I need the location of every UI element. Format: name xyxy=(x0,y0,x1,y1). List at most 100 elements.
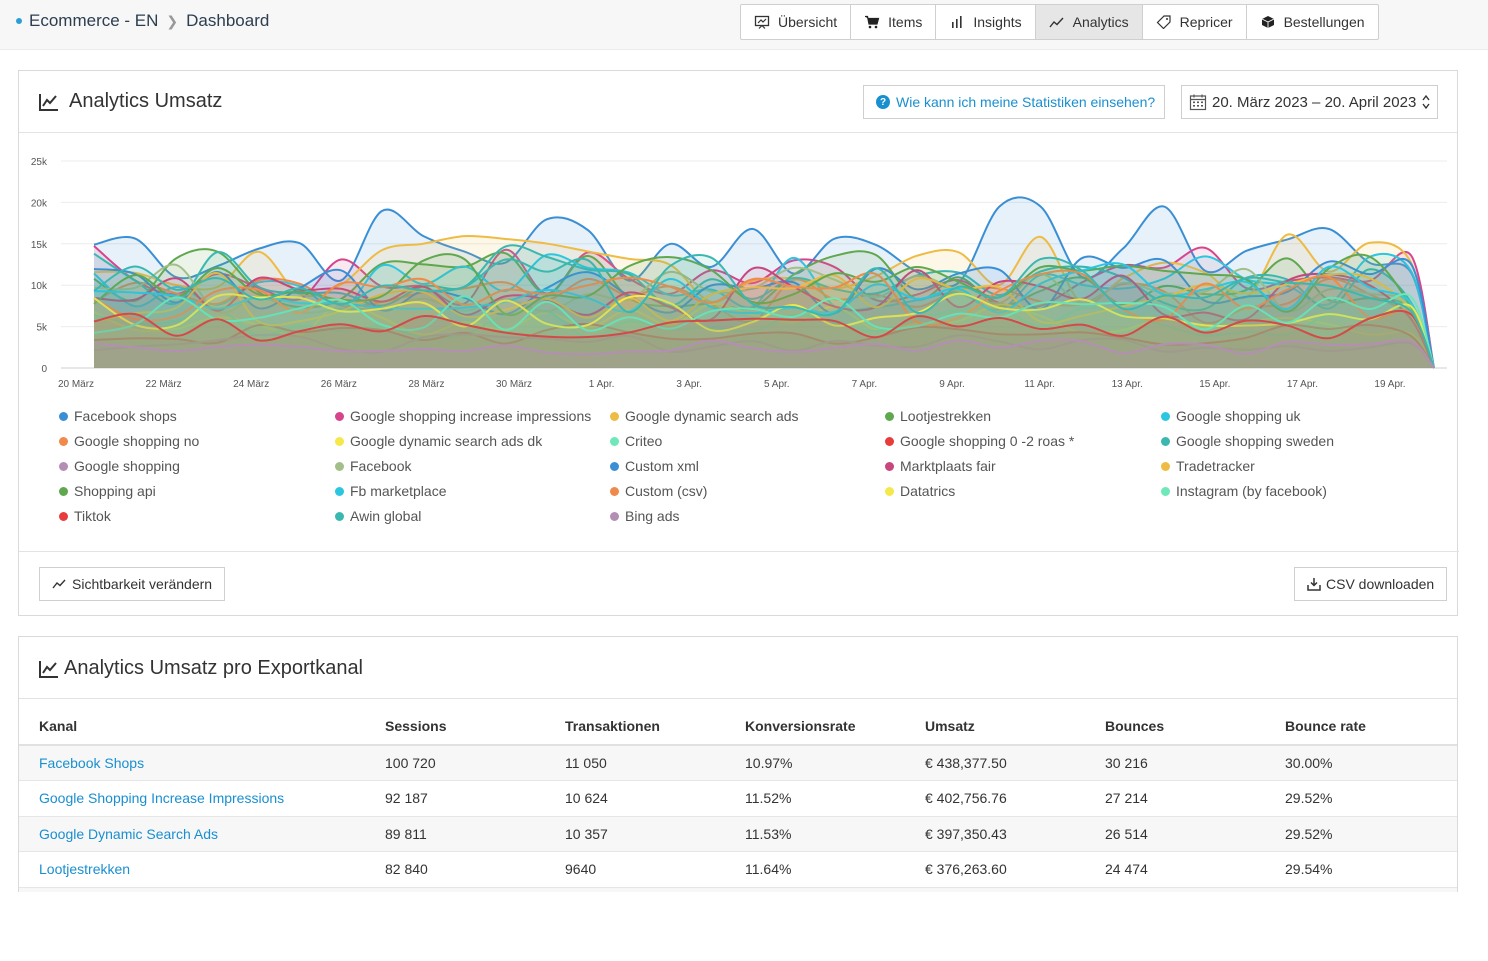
series-line[interactable] xyxy=(93,323,1435,369)
main-nav: Übersicht Items Insights Analytics Repri… xyxy=(740,4,1379,40)
legend-label: Facebook shops xyxy=(74,408,177,424)
table-cell: 100 720 xyxy=(385,745,565,781)
nav-repricer[interactable]: Repricer xyxy=(1143,5,1247,39)
x-tick-label: 7 Apr. xyxy=(852,379,878,390)
date-range-picker[interactable]: 20. März 2023 – 20. April 2023 xyxy=(1181,85,1438,119)
y-tick-label: 15k xyxy=(31,240,48,251)
legend-item[interactable]: Google shopping increase impressions xyxy=(335,408,591,424)
x-tick-label: 17 Apr. xyxy=(1287,379,1318,390)
series-line[interactable] xyxy=(93,338,1435,369)
column-header[interactable]: Kanal xyxy=(19,699,385,746)
legend-item[interactable]: Shopping api xyxy=(59,483,156,499)
series-line[interactable] xyxy=(93,333,1435,369)
table-cell: 92 187 xyxy=(385,780,565,817)
help-statistics-button[interactable]: ? Wie kann ich meine Statistiken einsehe… xyxy=(863,85,1165,119)
series-area xyxy=(94,245,1434,368)
series-line[interactable] xyxy=(93,244,1435,369)
legend-item[interactable]: Bing ads xyxy=(610,508,679,524)
column-header[interactable]: Konversionsrate xyxy=(745,699,925,746)
help-statistics-label: Wie kann ich meine Statistiken einsehen? xyxy=(896,94,1156,110)
legend-label: Google shopping 0 -2 roas * xyxy=(900,433,1075,449)
column-header[interactable]: Umsatz xyxy=(925,699,1105,746)
nav-label: Insights xyxy=(973,14,1022,30)
legend-item[interactable]: Google shopping xyxy=(59,458,180,474)
channel-link[interactable]: Google Shopping Increase Impressions xyxy=(39,790,285,807)
legend-item[interactable]: Google dynamic search ads dk xyxy=(335,433,542,449)
legend-label: Google shopping xyxy=(74,458,180,474)
legend-item[interactable]: Custom xml xyxy=(610,458,699,474)
legend-swatch-icon xyxy=(885,486,894,496)
nav-label: Repricer xyxy=(1179,14,1233,30)
table-cell: 89 811 xyxy=(385,816,565,852)
series-line[interactable] xyxy=(93,266,1435,369)
channel-link[interactable]: Facebook Shops xyxy=(39,755,145,771)
x-tick-label: 20 März xyxy=(58,379,94,390)
csv-download-button[interactable]: CSV downloaden xyxy=(1294,567,1448,601)
series-line[interactable] xyxy=(93,309,1435,369)
legend-item[interactable]: Lootjestrekken xyxy=(885,408,991,424)
x-tick-label: 5 Apr. xyxy=(764,379,790,390)
legend-label: Marktplaats fair xyxy=(900,458,996,474)
channel-link[interactable]: Lootjestrekken xyxy=(39,861,131,878)
legend-label: Lootjestrekken xyxy=(900,408,992,424)
area-chart-icon xyxy=(39,93,58,111)
nav-insights[interactable]: Insights xyxy=(936,5,1036,39)
nav-items[interactable]: Items xyxy=(851,5,937,39)
series-line[interactable] xyxy=(93,269,1435,369)
nav-uebersicht[interactable]: Übersicht xyxy=(741,5,852,39)
column-header[interactable]: Sessions xyxy=(385,699,565,746)
table-cell: 10.97% xyxy=(745,745,925,781)
chevron-right-icon: ❯ xyxy=(166,12,179,29)
column-header[interactable]: Bounce rate xyxy=(1285,699,1457,746)
x-tick-label: 13 Apr. xyxy=(1112,379,1143,390)
legend-swatch-icon xyxy=(610,411,619,421)
table-cell: 10 624 xyxy=(565,780,745,817)
table-cell xyxy=(1285,887,1457,892)
legend-item[interactable]: Facebook xyxy=(335,458,411,474)
legend-label: Shopping api xyxy=(74,483,156,499)
legend-item[interactable]: Custom (csv) xyxy=(610,483,707,499)
breadcrumb-shop[interactable]: Ecommerce - EN xyxy=(29,11,159,30)
legend-item[interactable]: Criteo xyxy=(610,433,662,449)
table-cell: 29.52% xyxy=(1285,816,1457,852)
breadcrumb: Ecommerce - EN ❯ Dashboard xyxy=(16,11,269,31)
series-line[interactable] xyxy=(93,293,1435,369)
column-header[interactable]: Bounces xyxy=(1105,699,1285,746)
legend-item[interactable]: Google shopping 0 -2 roas * xyxy=(885,433,1074,449)
nav-analytics[interactable]: Analytics xyxy=(1035,5,1143,39)
legend-item[interactable]: Instagram (by facebook) xyxy=(1161,483,1327,499)
legend-item[interactable]: Fb marketplace xyxy=(335,483,446,499)
sort-arrows-icon xyxy=(1422,94,1430,110)
nav-bestellungen[interactable]: Bestellungen xyxy=(1247,5,1378,39)
line-chart-icon xyxy=(1049,17,1064,28)
series-line[interactable] xyxy=(93,196,1435,369)
legend-item[interactable]: Facebook shops xyxy=(59,408,177,424)
table-cell xyxy=(1105,887,1285,892)
legend-item[interactable]: Google dynamic search ads xyxy=(610,408,799,424)
table-row: Facebook Shops 100 720 11 050 10.97% € 438,3… xyxy=(19,745,1457,781)
x-tick-label: 9 Apr. xyxy=(939,379,965,390)
legend-item[interactable]: Google shopping no xyxy=(59,433,199,449)
series-line[interactable] xyxy=(93,255,1435,369)
legend-item[interactable]: Tradetracker xyxy=(1161,458,1255,474)
table-cell: 24 474 xyxy=(1105,851,1285,888)
series-line[interactable] xyxy=(93,304,1435,369)
series-area xyxy=(94,301,1434,368)
legend-item[interactable]: Marktplaats fair xyxy=(885,458,996,474)
table-cell: 30 216 xyxy=(1105,745,1285,781)
column-header[interactable]: Transaktionen xyxy=(565,699,745,746)
legend-item[interactable]: Google shopping sweden xyxy=(1161,433,1334,449)
channel-cell: Lootjestrekken xyxy=(19,851,385,888)
table-cell: 29.52% xyxy=(1285,780,1457,817)
breadcrumb-page: Dashboard xyxy=(186,11,270,30)
legend-item[interactable]: Datatrics xyxy=(885,483,955,499)
series-line[interactable] xyxy=(93,254,1435,369)
visibility-toggle-button[interactable]: Sichtbarkeit verändern xyxy=(39,567,226,601)
legend-item[interactable]: Google shopping uk xyxy=(1161,408,1301,424)
table-cell xyxy=(925,887,1105,892)
legend-item[interactable]: Tiktok xyxy=(59,508,111,524)
table-row: Google Shopping Increase Impressions 92 1… xyxy=(19,780,1457,817)
channel-link[interactable]: Google Dynamic Search Ads xyxy=(39,825,218,842)
legend-item[interactable]: Awin global xyxy=(335,508,421,524)
series-line[interactable] xyxy=(93,245,1435,369)
